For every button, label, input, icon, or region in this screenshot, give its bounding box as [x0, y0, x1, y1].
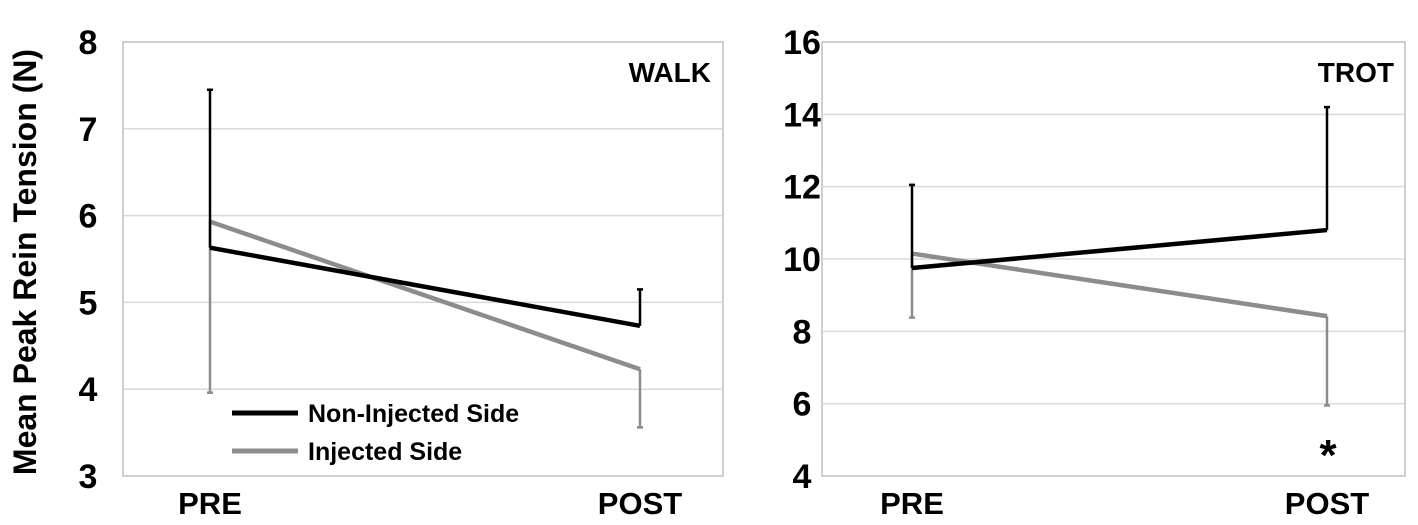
walk-y-tick-label: 8 [79, 24, 98, 62]
trot-non-injected-line [911, 227, 1328, 271]
walk-y-tick-label: 7 [79, 111, 98, 149]
trot-panel: 4 6 8 10 12 14 16 PRE POST TROT * [783, 24, 1406, 521]
walk-x-tick-label: POST [598, 486, 682, 521]
trot-y-tick-label: 10 [783, 241, 821, 279]
walk-x-tick-label: PRE [178, 486, 242, 521]
trot-x-tick-label: POST [1285, 486, 1369, 521]
trot-y-tick-label: 12 [783, 169, 821, 207]
walk-y-tick-labels: 3 4 5 6 7 8 [79, 24, 98, 496]
trot-x-tick-labels: PRE POST [880, 486, 1369, 521]
walk-non-injected-line [209, 245, 641, 329]
trot-y-tick-label: 4 [793, 458, 812, 496]
trot-x-tick-label: PRE [880, 486, 944, 521]
trot-series [909, 105, 1330, 407]
trot-y-tick-label: 16 [783, 24, 821, 62]
trot-gridlines [822, 113, 1405, 405]
walk-gridlines [123, 128, 723, 390]
legend-label-non-injected: Non-Injected Side [308, 400, 519, 428]
trot-y-tick-label: 14 [783, 96, 821, 134]
trot-y-tick-labels: 4 6 8 10 12 14 16 [783, 24, 821, 496]
y-axis-label: Mean Peak Rein Tension (N) [7, 49, 43, 475]
walk-y-tick-label: 4 [79, 371, 98, 409]
walk-plot-frame [122, 41, 724, 477]
walk-y-tick-label: 5 [79, 284, 98, 322]
significance-asterisk: * [1319, 431, 1337, 480]
walk-y-tick-label: 3 [79, 458, 98, 496]
walk-y-tick-label: 6 [79, 198, 98, 236]
walk-panel-title: WALK [629, 57, 711, 88]
trot-y-tick-label: 8 [793, 313, 812, 351]
trot-y-tick-label: 6 [793, 386, 812, 424]
trot-injected-line [911, 251, 1328, 319]
legend: Non-Injected Side Injected Side [232, 400, 519, 466]
walk-x-tick-labels: PRE POST [178, 486, 682, 521]
walk-injected-line [209, 219, 641, 372]
trot-panel-title: TROT [1318, 57, 1394, 88]
walk-series [207, 88, 643, 429]
legend-label-injected: Injected Side [308, 438, 462, 466]
walk-panel: 3 4 5 6 7 8 PRE POST WALK Non-Injected Side In… [79, 24, 724, 521]
